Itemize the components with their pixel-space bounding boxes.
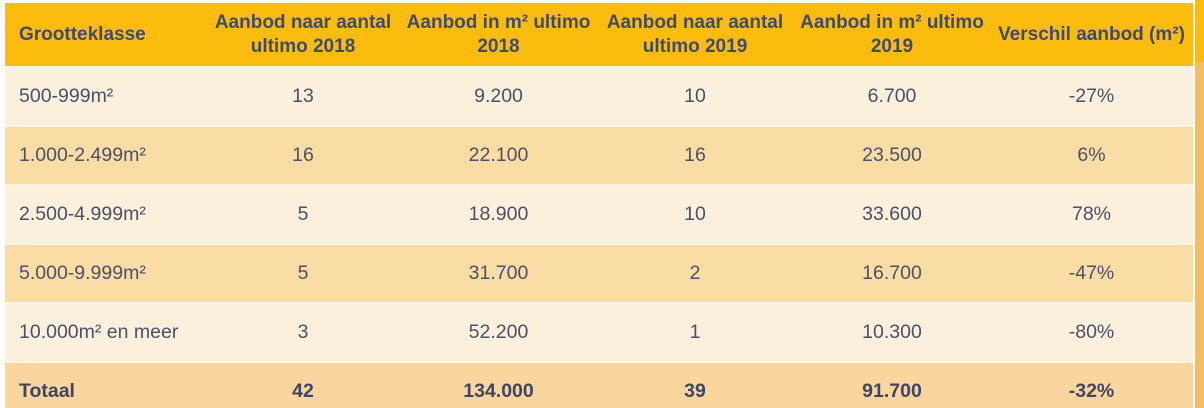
table-cell-percentage: 6% — [990, 125, 1193, 185]
column-header-grootteklasse: Grootteklasse — [5, 3, 205, 67]
header-row: Grootteklasse Aanbod naar aantal ultimo … — [5, 3, 1193, 67]
column-header-aanbod-m2-2019: Aanbod in m² ultimo 2019 — [794, 3, 990, 67]
table-row: 10.000m² en meer 3 52.200 1 10.300 -80% — [5, 302, 1193, 362]
table-cell: 134.000 — [401, 361, 596, 408]
table-cell-percentage: 78% — [990, 184, 1193, 244]
table-cell: 5 — [205, 184, 401, 244]
column-header-aanbod-m2-2018: Aanbod in m² ultimo 2018 — [401, 3, 596, 67]
table-row: 500-999m² 13 9.200 10 6.700 -27% — [5, 66, 1193, 126]
table-cell: 13 — [205, 66, 401, 126]
column-header-aanbod-aantal-2018: Aanbod naar aantal ultimo 2018 — [205, 3, 401, 67]
table-cell-percentage: -47% — [990, 243, 1193, 303]
table-cell-size-class: 2.500-4.999m² — [5, 184, 205, 244]
table-cell-percentage: -27% — [990, 66, 1193, 126]
table-cell-total-label: Totaal — [5, 361, 205, 408]
table-cell-size-class: 10.000m² en meer — [5, 302, 205, 362]
table-cell: 3 — [205, 302, 401, 362]
table-cell: 10.300 — [794, 302, 990, 362]
table-header: Grootteklasse Aanbod naar aantal ultimo … — [5, 3, 1193, 67]
table-cell: 33.600 — [794, 184, 990, 244]
table-cell-percentage: -32% — [990, 361, 1193, 408]
table-cell: 31.700 — [401, 243, 596, 303]
table-cell-size-class: 5.000-9.999m² — [5, 243, 205, 303]
table-cell: 39 — [596, 361, 794, 408]
table-cell: 16 — [596, 125, 794, 185]
table-cell: 23.500 — [794, 125, 990, 185]
column-header-aanbod-aantal-2019: Aanbod naar aantal ultimo 2019 — [596, 3, 794, 67]
page-edge-accent-strip — [1195, 0, 1204, 408]
table-cell: 22.100 — [401, 125, 596, 185]
table-cell-percentage: -80% — [990, 302, 1193, 362]
table-cell-size-class: 500-999m² — [5, 66, 205, 126]
table-row: 5.000-9.999m² 5 31.700 2 16.700 -47% — [5, 243, 1193, 303]
table-cell: 16.700 — [794, 243, 990, 303]
table-row: 2.500-4.999m² 5 18.900 10 33.600 78% — [5, 184, 1193, 244]
column-header-verschil-aanbod: Verschil aanbod (m²) — [990, 3, 1193, 67]
table-cell: 1 — [596, 302, 794, 362]
table-row: 1.000-2.499m² 16 22.100 16 23.500 6% — [5, 125, 1193, 185]
table-cell: 10 — [596, 184, 794, 244]
table-cell: 6.700 — [794, 66, 990, 126]
table-cell: 52.200 — [401, 302, 596, 362]
table-cell: 5 — [205, 243, 401, 303]
table-cell-size-class: 1.000-2.499m² — [5, 125, 205, 185]
table-cell: 18.900 — [401, 184, 596, 244]
table-cell: 2 — [596, 243, 794, 303]
table-body: 500-999m² 13 9.200 10 6.700 -27% 1.000-2… — [5, 66, 1193, 408]
table-cell: 91.700 — [794, 361, 990, 408]
table-cell: 42 — [205, 361, 401, 408]
supply-size-class-table: Grootteklasse Aanbod naar aantal ultimo … — [5, 3, 1193, 408]
data-table: Grootteklasse Aanbod naar aantal ultimo … — [5, 3, 1193, 408]
table-cell: 9.200 — [401, 66, 596, 126]
table-cell: 16 — [205, 125, 401, 185]
table-row-total: Totaal 42 134.000 39 91.700 -32% — [5, 361, 1193, 408]
table-cell: 10 — [596, 66, 794, 126]
